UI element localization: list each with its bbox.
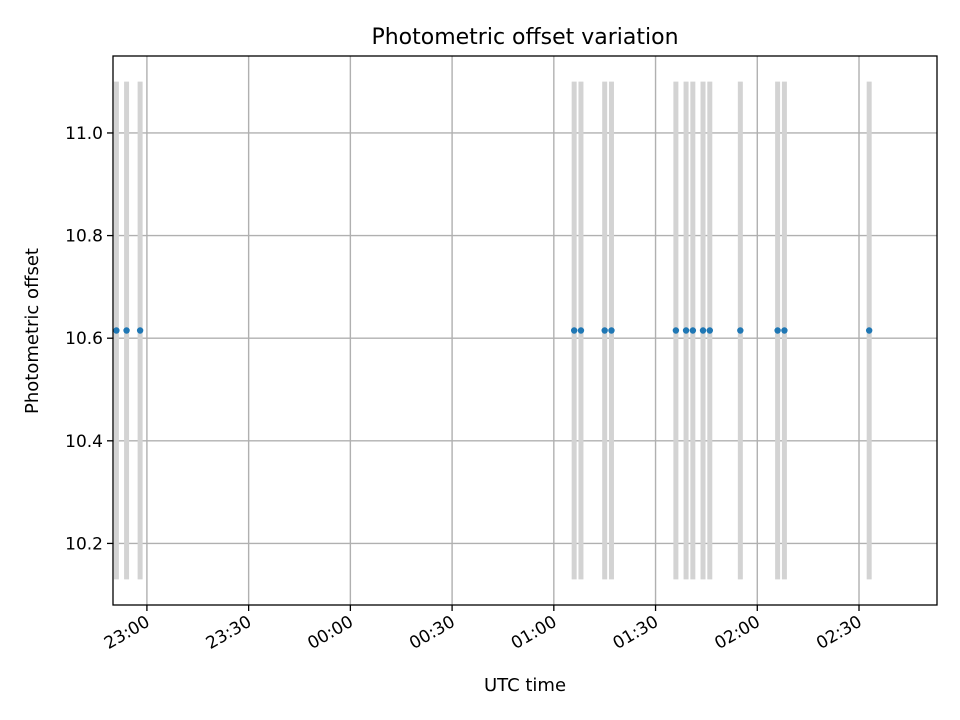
y-axis-ticks: 10.2 10.4 10.6 10.8 11.0 — [65, 124, 113, 554]
y-tick-label: 10.4 — [65, 432, 103, 452]
data-point — [672, 327, 680, 334]
grid-lines — [113, 56, 937, 605]
chart-title: Photometric offset variation — [371, 25, 678, 50]
x-axis-label: UTC time — [484, 675, 566, 696]
data-point — [689, 327, 697, 334]
data-point — [865, 327, 873, 334]
y-tick-label: 10.8 — [65, 227, 103, 247]
data-points — [113, 327, 873, 334]
data-point — [601, 327, 608, 334]
data-point — [123, 327, 130, 334]
data-point — [113, 327, 120, 334]
data-point — [570, 327, 578, 334]
data-point — [682, 327, 690, 334]
y-axis-label: Photometric offset — [22, 248, 43, 414]
y-tick-label: 10.6 — [65, 329, 103, 349]
y-tick-label: 10.2 — [65, 534, 103, 554]
y-tick-label: 11.0 — [65, 124, 103, 144]
data-point — [608, 327, 615, 334]
data-point — [737, 327, 744, 334]
data-point — [577, 327, 585, 334]
data-point — [136, 327, 144, 334]
data-point — [699, 327, 707, 334]
data-point — [706, 327, 714, 334]
plot-area-border — [112, 55, 938, 606]
data-point — [781, 327, 788, 334]
data-point — [774, 327, 781, 334]
